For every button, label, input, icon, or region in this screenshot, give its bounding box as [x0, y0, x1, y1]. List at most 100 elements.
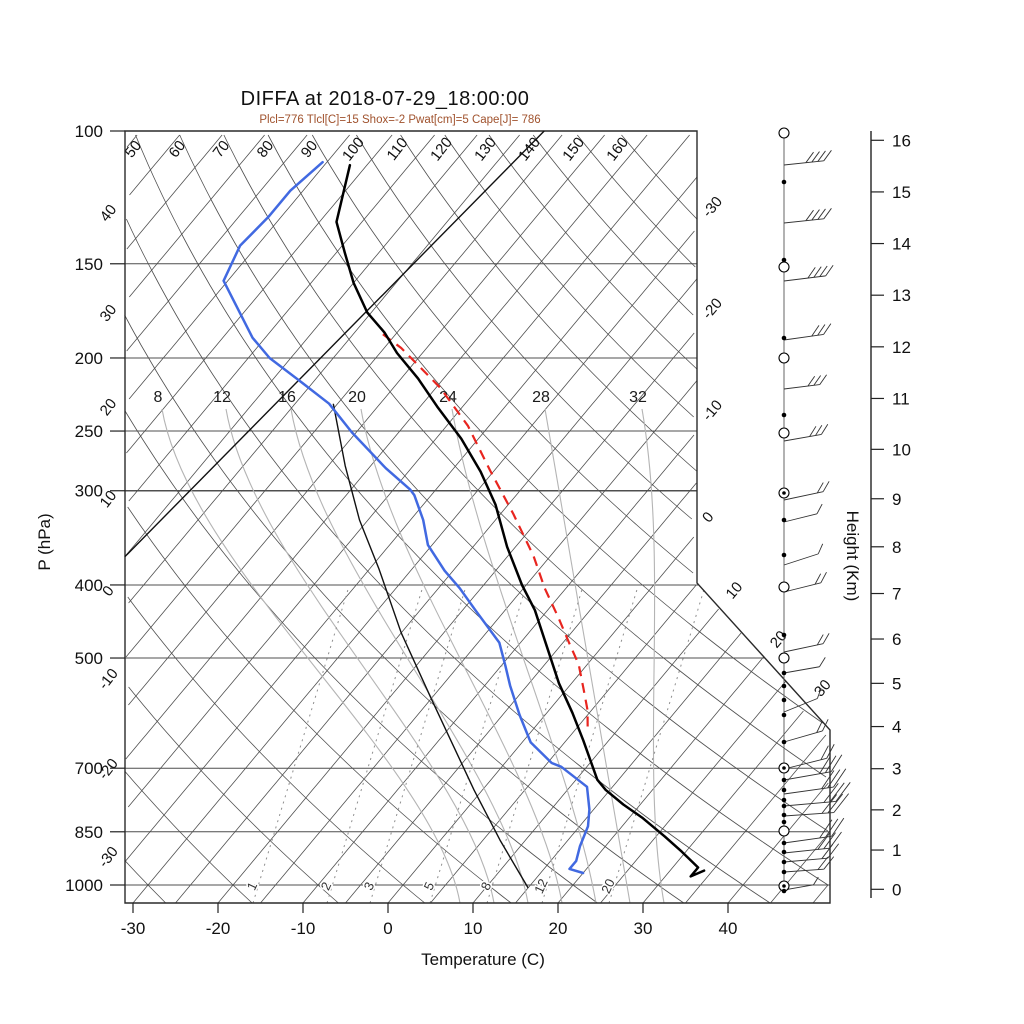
- temperature-tick-label: 40: [719, 919, 738, 938]
- wind-barb-feather: [821, 844, 834, 859]
- moist-adiabat-line: [641, 408, 665, 904]
- dry-adiabat-line: [400, 134, 697, 472]
- temperature-tick-label: -30: [121, 919, 146, 938]
- mixing-ratio-line: [326, 587, 423, 904]
- aux-mixing-construction-line: [332, 403, 529, 889]
- isotherm-line: [642, 710, 804, 904]
- wind-level-dot: [781, 787, 787, 793]
- wind-barb: [783, 582, 821, 593]
- isotherm-line: [128, 134, 520, 604]
- moist-adiabat-line: [225, 408, 495, 904]
- wind-barb-feather: [817, 833, 830, 850]
- wind-level-dot: [781, 819, 787, 825]
- temperature-tick-label: 0: [383, 919, 392, 938]
- dry-adiabat-line: [128, 686, 339, 904]
- wind-barb-feather: [817, 150, 826, 162]
- dry-adiabat-line: [223, 134, 827, 778]
- temperature-tick-label: 30: [634, 919, 653, 938]
- wind-level-circle: [778, 352, 790, 364]
- dry-adiabat-label: 80: [254, 137, 278, 161]
- dry-adiabat-label: 70: [210, 137, 234, 161]
- isotherm-line: [430, 584, 697, 904]
- wind-barb-feather: [823, 208, 832, 220]
- wind-barb-feather: [813, 266, 822, 278]
- height-tick-label: 16: [892, 131, 911, 150]
- wind-barb-feather: [822, 719, 829, 732]
- dry-adiabat-label: 10: [97, 487, 121, 511]
- page-title: DIFFA at 2018-07-29_18:00:00: [240, 88, 530, 110]
- wind-level-dot: [781, 840, 787, 846]
- wind-barb-feather: [826, 744, 835, 759]
- wind-barb: [783, 160, 824, 166]
- mixing-ratio-line: [369, 587, 466, 904]
- aux-isotherm-reference-line: [124, 130, 545, 558]
- dry-adiabat-line: [127, 596, 426, 904]
- wind-barb-feather: [835, 782, 851, 802]
- wind-barb-feather: [822, 633, 830, 644]
- wind-barb: [783, 666, 820, 674]
- wind-level-dot: [781, 888, 787, 894]
- temperature-curve: [335, 163, 706, 878]
- wind-level-circle: [778, 261, 790, 273]
- height-tick-label: 5: [892, 674, 901, 693]
- wind-level-dot: [781, 670, 787, 676]
- wind-barb: [783, 513, 818, 523]
- dry-adiabat-line: [124, 314, 685, 904]
- wind-barb-feather: [823, 783, 839, 803]
- wind-barb-feather: [807, 375, 816, 387]
- isotherm-line: [126, 134, 393, 454]
- wind-level-dot: [782, 766, 786, 770]
- isotherm-line: [472, 608, 719, 904]
- dry-adiabat-line: [126, 218, 771, 904]
- height-tick-label: 9: [892, 490, 901, 509]
- isotherm-label: 30: [811, 676, 835, 700]
- wind-barb: [783, 771, 832, 781]
- moist-adiabat-label: 12: [213, 389, 231, 406]
- wind-barb-feather: [805, 209, 814, 221]
- dry-adiabat-label: 60: [166, 137, 190, 161]
- wind-barb-feather: [816, 720, 823, 733]
- wind-barb: [783, 847, 830, 854]
- wind-level-dot: [781, 697, 787, 703]
- wind-barb-feather: [833, 768, 847, 788]
- isotherm-line: [126, 134, 138, 148]
- isotherm-label: 20: [767, 628, 791, 652]
- wind-level-dot: [781, 683, 787, 689]
- wind-barb-feather: [814, 573, 822, 585]
- isotherm-line: [132, 230, 695, 904]
- height-tick-label: 11: [892, 390, 910, 409]
- wind-barb: [783, 333, 824, 341]
- mixing-ratio-label: 20: [598, 876, 618, 895]
- wind-barb-feather: [816, 482, 824, 494]
- wind-barb-feather: [824, 755, 837, 773]
- pressure-tick-label: 400: [75, 576, 103, 595]
- isotherm-line: [812, 884, 829, 904]
- wind-level-dot: [781, 812, 787, 818]
- height-tick-label: 14: [892, 235, 911, 254]
- dry-adiabat-label: -10: [95, 665, 122, 693]
- isotherm-line: [260, 380, 697, 904]
- wind-barb-feather: [819, 265, 828, 277]
- wind-barb: [783, 275, 826, 282]
- isotherm-label: -20: [699, 295, 726, 323]
- dry-adiabat-label: 160: [603, 134, 632, 164]
- wind-barb-feather: [821, 423, 829, 435]
- wind-barb-feather: [811, 209, 820, 221]
- moist-adiabat-label: 28: [532, 389, 550, 406]
- parcel-curve: [382, 333, 589, 731]
- wind-barb-feather: [833, 793, 850, 813]
- isotherm-line: [302, 434, 695, 904]
- wind-barb-feather: [821, 770, 835, 789]
- isotherm-line: [217, 332, 695, 904]
- wind-barb-feather: [827, 769, 841, 789]
- isotherm-line: [127, 134, 690, 808]
- height-tick-label: 6: [892, 630, 901, 649]
- dry-adiabat-label: -30: [95, 843, 122, 871]
- wind-barb: [783, 801, 836, 807]
- wind-barb-feather: [813, 876, 819, 886]
- pressure-tick-label: 250: [75, 422, 103, 441]
- dry-adiabat-label: 90: [298, 137, 322, 161]
- wind-barb-feather: [805, 151, 814, 163]
